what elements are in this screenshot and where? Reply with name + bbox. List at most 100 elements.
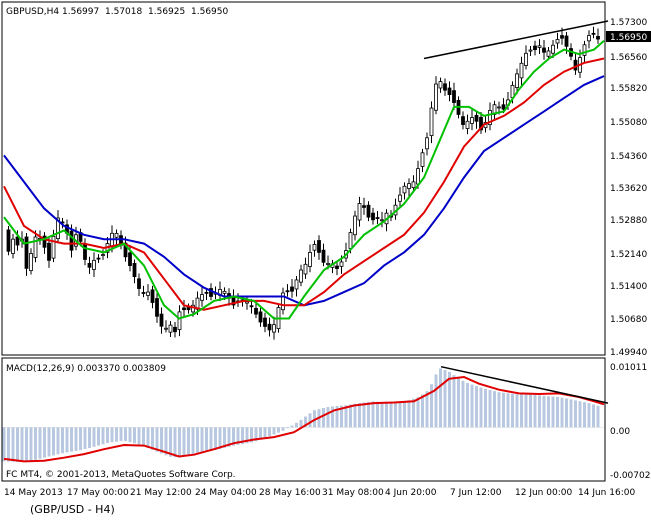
candle-body (551, 44, 555, 54)
macd-histogram-bar (151, 427, 154, 450)
macd-signal-line (3, 375, 605, 463)
macd-histogram-bar (439, 368, 442, 428)
candle-body (357, 203, 362, 221)
macd-histogram-bar (281, 427, 285, 431)
macd-histogram-bar (425, 391, 429, 428)
macd-histogram-bar (227, 427, 231, 447)
macd-histogram-bar (254, 427, 258, 442)
candle-body (398, 194, 402, 202)
candle-body (47, 242, 51, 261)
chart-caption: (GBP/USD - H4) (30, 503, 115, 516)
candle-body (294, 279, 299, 290)
candle-body (281, 292, 285, 311)
current-price-marker (606, 31, 651, 42)
candle-body (29, 253, 33, 271)
candle-body (164, 327, 168, 330)
macd-histogram-bar (119, 427, 123, 442)
candle-body (420, 152, 425, 167)
ohlc-low: 1.56925 (148, 7, 185, 17)
macd-histogram-bar (335, 406, 339, 428)
candle-body (51, 236, 56, 259)
candle-body (123, 242, 128, 258)
candle-body (479, 116, 483, 131)
candle-body (407, 183, 411, 189)
macd-histogram-bar (488, 389, 492, 428)
price-panel[interactable] (1, 1, 606, 356)
macd-axis[interactable]: 0.01011 0.00 -0.007022 (610, 363, 651, 481)
macd-panel[interactable] (1, 357, 606, 482)
macd-histogram-bar (65, 427, 69, 453)
macd-histogram-bar (551, 396, 555, 428)
ohlc-close: 1.56950 (191, 7, 228, 17)
candle-body (474, 114, 479, 122)
candle-body (425, 137, 429, 150)
time-tick-label: 31 May 08:00 (322, 488, 384, 498)
candle-body (461, 116, 465, 125)
candle-body (177, 311, 182, 330)
macd-histogram-bar (160, 427, 163, 454)
macd-histogram-bar (263, 427, 267, 438)
candle-body (362, 205, 366, 208)
candle-body (443, 83, 447, 91)
macd-histogram-bar (322, 408, 325, 428)
macd-histogram-bar (218, 427, 222, 449)
candle-body (380, 219, 384, 222)
candle-body (402, 185, 407, 194)
ohlc-high: 1.57018 (105, 7, 142, 17)
macd-histogram-bar (214, 427, 217, 451)
candle-body (15, 236, 20, 246)
macd-histogram-bar (74, 427, 78, 451)
macd-histogram-bar (479, 387, 483, 428)
candle-body (186, 307, 191, 311)
macd-histogram-bar (43, 427, 46, 458)
macd-histogram-bar (407, 400, 411, 428)
candle-body (182, 307, 186, 311)
macd-histogram-bar (353, 403, 357, 428)
candle-body (272, 324, 276, 333)
macd-histogram-bar (295, 422, 298, 428)
candle-body (204, 291, 209, 294)
time-tick-label: 17 May 00:00 (67, 488, 129, 498)
candle-body (11, 238, 15, 254)
candle-body (128, 252, 132, 267)
macd-histogram-bar (191, 427, 195, 455)
macd-histogram-bar (304, 416, 307, 428)
time-axis[interactable]: 14 May 2013 17 May 00:00 21 May 12:00 24… (4, 488, 635, 498)
macd-histogram-bar (569, 399, 573, 428)
macd-histogram-bar (547, 396, 550, 428)
candle-body (515, 73, 519, 88)
candle-body (56, 217, 60, 240)
macd-histogram-bar (506, 393, 510, 428)
candle-body (92, 259, 96, 270)
symbol-timeframe: GBPUSD,H4 (6, 7, 59, 17)
candle-body (416, 168, 420, 185)
macd-histogram-bar (412, 398, 415, 428)
macd-histogram-bar (533, 395, 537, 428)
macd-histogram-bar (97, 427, 100, 446)
candle-body (290, 286, 294, 292)
price-axis[interactable]: 1.57300 1.56950 1.56560 1.55820 1.55080 … (606, 18, 651, 358)
price-tick-label: 1.50680 (610, 315, 647, 325)
macd-histogram-bar (11, 427, 15, 462)
candle-body (488, 110, 492, 125)
macd-header: MACD(12,26,9) 0.003370 0.003809 (6, 364, 166, 374)
candle-body (24, 236, 29, 269)
candle-body (317, 240, 321, 253)
macd-tick-label: 0.01011 (610, 363, 647, 373)
macd-histogram-bar (466, 382, 469, 428)
price-series-layer (3, 20, 609, 340)
macd-histogram-bar (461, 380, 465, 428)
macd-histogram-bar (236, 427, 240, 445)
candle-body (254, 307, 258, 315)
candle-body (465, 120, 470, 129)
macd-histogram-bar (70, 427, 73, 452)
candle-body (159, 313, 164, 327)
price-tick-label: 1.52140 (610, 250, 647, 260)
time-tick-label: 28 May 16:00 (259, 488, 321, 498)
candle-body (285, 290, 290, 293)
macd-histogram-bar (101, 427, 105, 445)
macd-histogram-bar (565, 398, 568, 428)
moving-average-fast (3, 40, 605, 320)
macd-histogram-bar (209, 427, 213, 451)
